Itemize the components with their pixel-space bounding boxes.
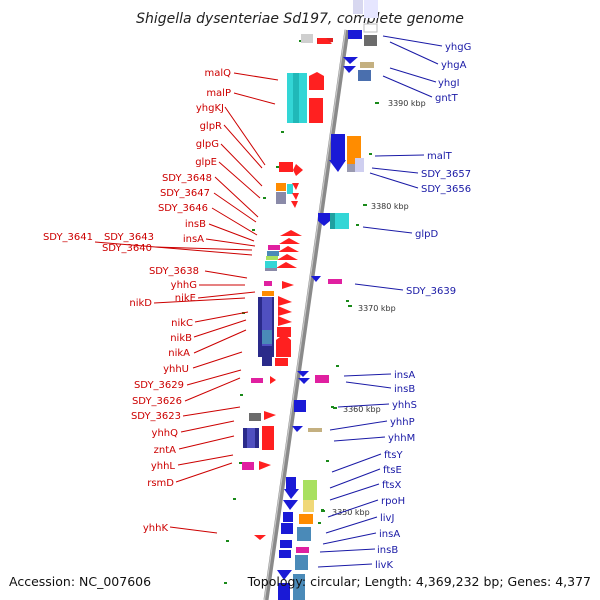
gene-label: SDY_3629 xyxy=(134,380,184,391)
gene-label: ftsE xyxy=(383,465,402,476)
gene-label: nikB xyxy=(170,333,192,344)
gene-label: yhhP xyxy=(390,417,415,428)
gene-label: SDY_3641 xyxy=(43,232,93,243)
gene-label: insB xyxy=(185,219,206,230)
left-leaders xyxy=(94,72,279,534)
kbp-ticks: 3390 kbp 3380 kbp 3370 kbp 3360 kbp 3350… xyxy=(321,99,426,517)
gene-label: yhhQ xyxy=(152,428,179,439)
gene-label: yhgI xyxy=(438,78,460,89)
gene-label: yhgG xyxy=(445,42,471,53)
gene-label: yhgA xyxy=(441,60,467,71)
gene-label: malT xyxy=(427,151,453,162)
gene-label: malQ xyxy=(204,68,231,79)
gene-label: malP xyxy=(206,88,231,99)
gene-label: yhhG xyxy=(171,280,197,291)
tick-label: 3390 kbp xyxy=(388,99,426,108)
gene-label: insA xyxy=(394,370,415,381)
gene-label: nikA xyxy=(168,348,190,359)
gene-label: SDY_3643 xyxy=(104,232,154,243)
gene-label: rpoH xyxy=(381,496,405,507)
gene-label: yhhK xyxy=(143,523,169,534)
left-labels: malQ malP yhgKJ glpR glpG glpE SDY_3648 … xyxy=(43,68,231,534)
gene-label: insA xyxy=(183,234,204,245)
gene-label: yhgKJ xyxy=(196,103,224,114)
gene-label: yhhU xyxy=(163,364,189,375)
gene-label: glpE xyxy=(195,157,217,168)
gene-label: glpG xyxy=(196,139,219,150)
gene-label: insB xyxy=(394,384,415,395)
gene-label: SDY_3640 xyxy=(102,243,152,254)
gene-label: livK xyxy=(375,560,393,571)
gene-label: gntT xyxy=(435,93,459,104)
gene-label: SDY_3623 xyxy=(131,411,181,422)
gene-label: zntA xyxy=(154,445,177,456)
accession-text: Accession: NC_007606 xyxy=(9,574,151,589)
gene-label: rsmD xyxy=(147,478,174,489)
gene-label: ftsY xyxy=(384,450,403,461)
gene-label: ftsX xyxy=(382,480,401,491)
forward-genes xyxy=(242,34,333,540)
gene-label: SDY_3626 xyxy=(132,396,182,407)
gene-label: nikE xyxy=(175,293,196,304)
gene-label: yhhL xyxy=(151,461,176,472)
gene-label: insB xyxy=(377,545,398,556)
right-leaders xyxy=(317,35,443,568)
right-labels: yhgG yhgA yhgI gntT malT SDY_3657 SDY_36… xyxy=(375,42,471,571)
topology-text: Topology: circular; Length: 4,369,232 bp… xyxy=(247,574,591,589)
gene-label: SDY_3648 xyxy=(162,173,212,184)
gene-label: livJ xyxy=(380,513,394,524)
gene-label: yhhM xyxy=(388,433,415,444)
gene-label: glpR xyxy=(200,121,222,132)
map-title: Shigella dysenteriae Sd197, complete gen… xyxy=(136,11,464,27)
reverse-genes xyxy=(277,0,378,600)
tick-label: 3380 kbp xyxy=(371,202,409,211)
gene-label: SDY_3639 xyxy=(406,286,456,297)
backbone xyxy=(263,29,350,600)
tick-label: 3350 kbp xyxy=(332,508,370,517)
gene-label: nikD xyxy=(129,298,152,309)
tick-label: 3360 kbp xyxy=(343,405,381,414)
gene-label: insA xyxy=(379,529,400,540)
gene-label: glpD xyxy=(415,229,438,240)
gene-label: SDY_3638 xyxy=(149,266,199,277)
gene-label: nikC xyxy=(171,318,193,329)
gene-label: SDY_3657 xyxy=(421,169,471,180)
gene-label: yhhS xyxy=(392,400,417,411)
gene-label: SDY_3656 xyxy=(421,184,471,195)
gene-label: SDY_3647 xyxy=(160,188,210,199)
gene-label: SDY_3646 xyxy=(158,203,208,214)
tick-label: 3370 kbp xyxy=(358,304,396,313)
